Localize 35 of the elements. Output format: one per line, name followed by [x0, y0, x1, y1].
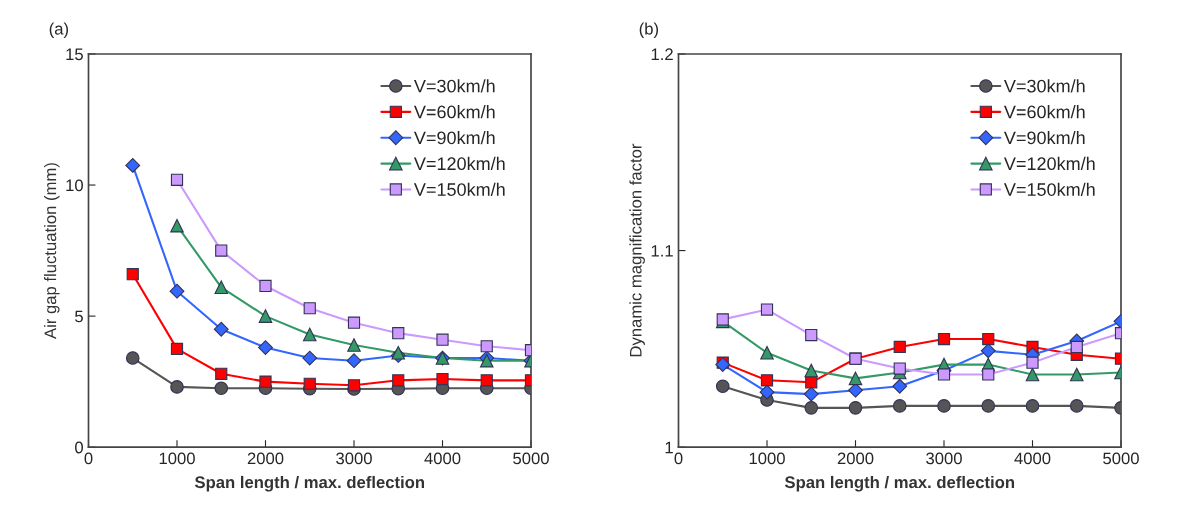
y-tick-label: 1.2: [651, 48, 673, 61]
legend-label: V=150km/h: [1003, 182, 1095, 196]
chart-title: (b): [639, 22, 659, 38]
legend-label: V=150km/h: [413, 182, 505, 196]
y-tick-label: 5: [75, 310, 83, 323]
y-tick-label: 15: [66, 48, 83, 61]
x-tick-label: 3000: [926, 452, 962, 465]
legend-label: V=90km/h: [413, 130, 495, 145]
x-tick-label: 5000: [513, 452, 549, 465]
legend-label: V=60km/h: [413, 105, 495, 119]
x-tick-label: 2000: [837, 452, 874, 465]
x-tick-label: 3000: [336, 452, 372, 465]
legend-label: V=30km/h: [413, 79, 495, 93]
x-tick-label: 2000: [247, 452, 284, 465]
x-tick-label: 1000: [749, 452, 785, 465]
legend-label: V=90km/h: [1003, 130, 1085, 145]
x-tick-label: 4000: [1014, 452, 1051, 465]
x-tick-label: 0: [84, 452, 93, 465]
y-tick-label: 1: [665, 441, 673, 454]
y-tick-label: 1.1: [651, 245, 673, 257]
y-tick-label: 0: [75, 441, 83, 454]
y-axis-title: Air gap fluctuation (mm): [44, 163, 60, 339]
legend-label: V=60km/h: [1003, 105, 1085, 119]
x-tick-label: 1000: [159, 452, 195, 465]
chart-title: (a): [49, 22, 69, 38]
legend-label: V=120km/h: [1003, 156, 1095, 171]
x-tick-label: 4000: [424, 452, 461, 465]
x-axis-title: Span length / max. deflection: [784, 475, 1015, 492]
x-tick-label: 5000: [1103, 452, 1139, 465]
legend-label: V=30km/h: [1003, 79, 1085, 93]
y-tick-label: 10: [66, 179, 83, 192]
x-axis-title: Span length / max. deflection: [194, 475, 425, 492]
legend-label: V=120km/h: [413, 156, 505, 171]
x-tick-label: 0: [674, 452, 683, 465]
y-axis-title: Dynamic magnification factor: [629, 143, 645, 357]
